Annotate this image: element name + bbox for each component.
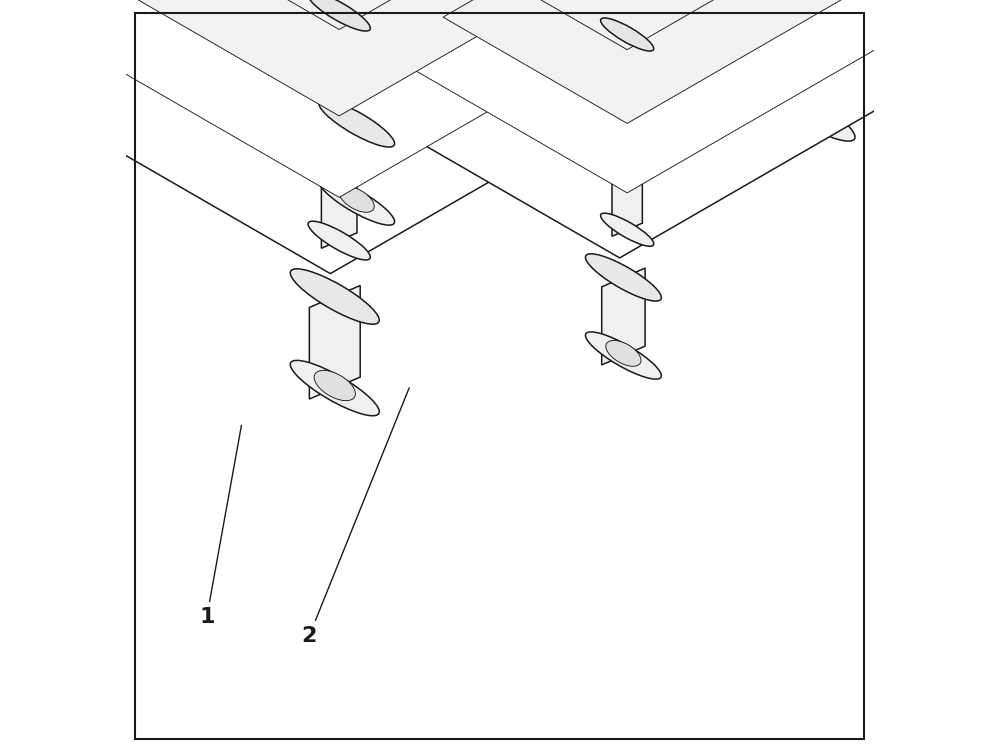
Ellipse shape bbox=[308, 0, 370, 31]
Ellipse shape bbox=[339, 186, 374, 212]
Polygon shape bbox=[123, 0, 709, 29]
Polygon shape bbox=[0, 105, 47, 218]
Polygon shape bbox=[323, 0, 1000, 119]
Ellipse shape bbox=[308, 221, 370, 260]
Ellipse shape bbox=[1, 190, 43, 220]
Ellipse shape bbox=[0, 33, 44, 72]
Polygon shape bbox=[766, 0, 1000, 41]
Ellipse shape bbox=[319, 99, 395, 147]
Polygon shape bbox=[502, 0, 877, 19]
Polygon shape bbox=[0, 0, 502, 118]
Text: 2: 2 bbox=[302, 387, 409, 646]
Ellipse shape bbox=[790, 96, 831, 126]
Ellipse shape bbox=[991, 97, 1000, 145]
Ellipse shape bbox=[0, 88, 67, 144]
Ellipse shape bbox=[585, 254, 661, 301]
Polygon shape bbox=[443, 0, 943, 49]
Ellipse shape bbox=[991, 19, 1000, 67]
Ellipse shape bbox=[290, 269, 379, 324]
Polygon shape bbox=[612, 28, 642, 236]
Ellipse shape bbox=[0, 180, 67, 235]
Polygon shape bbox=[123, 0, 709, 116]
Ellipse shape bbox=[323, 52, 376, 86]
Polygon shape bbox=[785, 10, 836, 124]
Polygon shape bbox=[321, 4, 357, 248]
Ellipse shape bbox=[290, 361, 379, 416]
Ellipse shape bbox=[585, 332, 661, 379]
Polygon shape bbox=[309, 286, 360, 399]
Polygon shape bbox=[0, 0, 877, 274]
Ellipse shape bbox=[601, 213, 654, 246]
Ellipse shape bbox=[766, 0, 855, 49]
Polygon shape bbox=[0, 0, 850, 197]
Polygon shape bbox=[300, 0, 1000, 258]
Polygon shape bbox=[300, 0, 766, 126]
Ellipse shape bbox=[766, 86, 855, 141]
Ellipse shape bbox=[314, 370, 355, 401]
Polygon shape bbox=[0, 0, 850, 29]
Ellipse shape bbox=[319, 178, 395, 225]
Polygon shape bbox=[335, 114, 378, 211]
Polygon shape bbox=[0, 0, 850, 111]
Ellipse shape bbox=[601, 18, 654, 51]
Text: 1: 1 bbox=[199, 426, 241, 627]
Polygon shape bbox=[443, 0, 943, 123]
Polygon shape bbox=[323, 0, 759, 70]
Polygon shape bbox=[323, 0, 1000, 193]
Polygon shape bbox=[334, 0, 364, 76]
Polygon shape bbox=[0, 0, 31, 60]
Ellipse shape bbox=[606, 340, 641, 367]
Polygon shape bbox=[323, 0, 1000, 49]
Polygon shape bbox=[0, 0, 493, 52]
Polygon shape bbox=[602, 268, 645, 365]
